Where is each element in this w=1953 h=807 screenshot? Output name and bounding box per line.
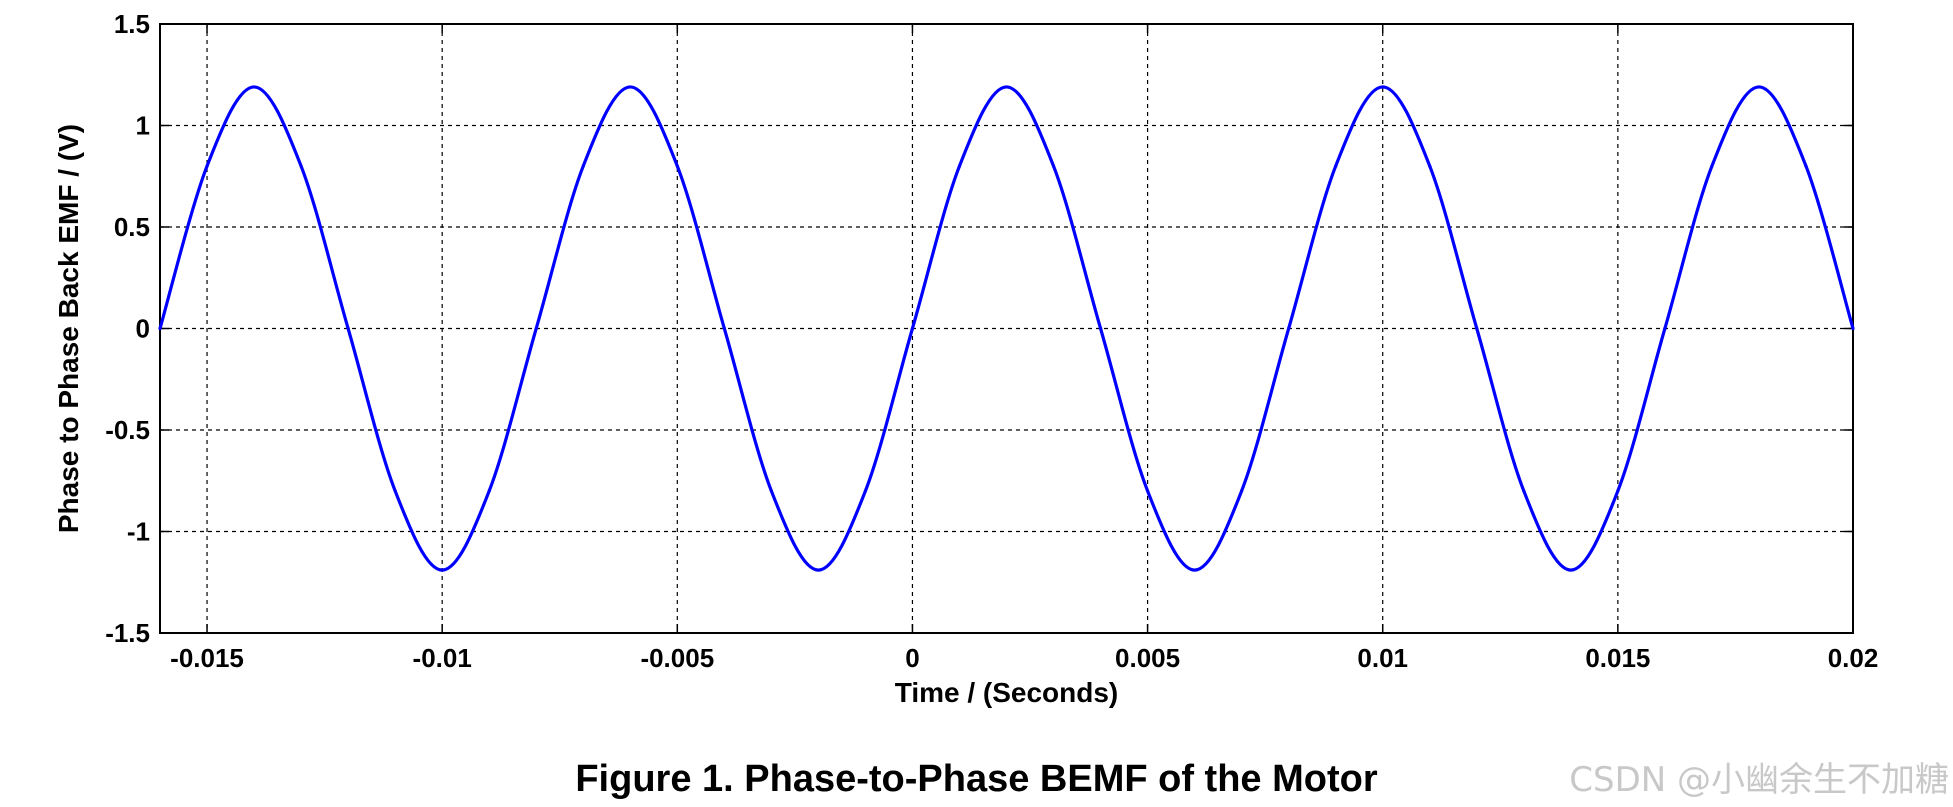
bemf-data-point xyxy=(1475,326,1479,331)
y-tick-label: 0 xyxy=(136,314,150,344)
bemf-data-point xyxy=(957,164,962,168)
bemf-data-point xyxy=(252,85,256,89)
bemf-data-point xyxy=(581,164,585,168)
bemf-data-point xyxy=(1051,164,1056,168)
bemf-data-point xyxy=(1804,164,1808,168)
bemf-data-point xyxy=(910,326,915,331)
figure-caption: Figure 1. Phase-to-Phase BEMF of the Mot… xyxy=(575,758,1378,800)
y-axis-label: Phase to Phase Back EMF / (V) xyxy=(53,124,84,533)
bemf-data-point xyxy=(1757,85,1761,89)
series xyxy=(158,85,1855,572)
plot-frame xyxy=(159,23,1854,634)
bemf-data-point xyxy=(1098,326,1103,331)
bemf-data-point xyxy=(1569,568,1573,572)
bemf-data-point xyxy=(675,164,679,168)
x-tick-label: -0.015 xyxy=(170,643,244,673)
y-tick-label: 1 xyxy=(136,111,150,141)
bemf-data-point xyxy=(1004,85,1009,89)
grid xyxy=(160,24,1853,633)
bemf-data-point xyxy=(346,326,350,331)
bemf-data-point xyxy=(722,326,726,331)
bemf-data-point xyxy=(534,326,538,331)
bemf-data-point xyxy=(1428,164,1432,168)
bemf-data-point xyxy=(1193,568,1197,572)
bemf-data-point xyxy=(487,489,491,493)
ticks: -0.015 -0.01 -0.005 0 0.005 0.01 0.015 0.02 -1.5… xyxy=(105,9,1878,673)
x-tick-label: 0.01 xyxy=(1357,643,1408,673)
y-tick-label: 0.5 xyxy=(114,212,150,242)
y-tick-label: 1.5 xyxy=(114,9,150,39)
y-tick-label: -1.5 xyxy=(105,618,150,648)
x-tick-label: -0.01 xyxy=(413,643,472,673)
bemf-data-point xyxy=(628,85,632,89)
bemf-data-point xyxy=(1522,489,1526,493)
bemf-data-point xyxy=(1710,164,1714,168)
bemf-data-point xyxy=(1381,85,1385,89)
x-axis-label: Time / (Seconds) xyxy=(895,677,1119,708)
bemf-data-point xyxy=(440,568,444,572)
bemf-data-point xyxy=(1663,326,1667,331)
y-tick-label: -0.5 xyxy=(105,415,150,445)
bemf-data-point xyxy=(1287,326,1291,331)
bemf-series-line xyxy=(158,85,1855,572)
x-tick-label: -0.005 xyxy=(640,643,714,673)
bemf-data-point xyxy=(1851,326,1855,331)
bemf-data-point xyxy=(1334,164,1338,168)
bemf-data-point xyxy=(393,489,397,493)
watermark: CSDN @小幽余生不加糖 xyxy=(1569,760,1949,800)
x-tick-label: 0 xyxy=(905,643,919,673)
bemf-data-point xyxy=(1145,489,1150,493)
bemf-data-point xyxy=(299,164,303,168)
bemf-data-point xyxy=(863,489,868,493)
bemf-data-point xyxy=(205,164,209,168)
bemf-data-point xyxy=(769,489,773,493)
bemf-data-point xyxy=(1616,489,1620,493)
bemf-data-point xyxy=(816,568,820,572)
x-tick-label: 0.015 xyxy=(1585,643,1650,673)
x-tick-label: 0.02 xyxy=(1828,643,1879,673)
bemf-data-point xyxy=(158,326,162,331)
x-tick-label: 0.005 xyxy=(1115,643,1180,673)
y-tick-label: -1 xyxy=(127,517,150,547)
bemf-data-point xyxy=(1240,489,1244,493)
